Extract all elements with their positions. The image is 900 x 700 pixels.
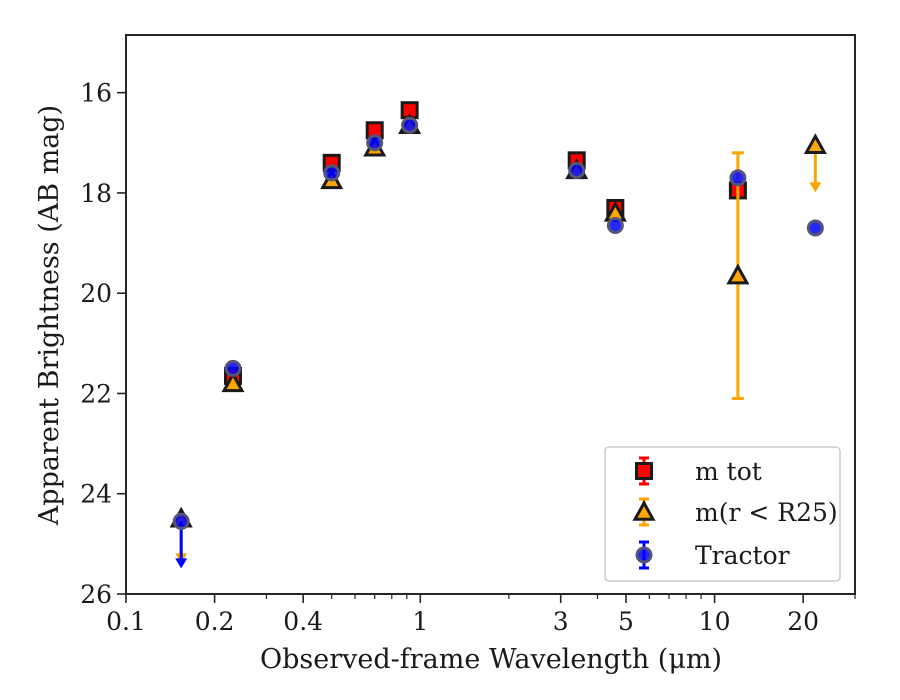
y-tick-label: 18 [80, 179, 112, 208]
series-tractor [172, 116, 824, 569]
data-point-tractor [606, 217, 624, 235]
x-tick-label: 1 [412, 607, 428, 636]
data-point-tractor [366, 134, 384, 152]
y-axis: 16 18 20 22 24 26 [80, 79, 126, 609]
y-tick-label: 24 [80, 480, 112, 509]
legend-marker [632, 499, 656, 521]
y-tick-label: 26 [80, 580, 112, 609]
legend: m tot m(r < R25) Tractor [604, 446, 841, 582]
legend-marker [635, 462, 653, 480]
data-point-tractor [401, 116, 419, 134]
data-point-m-r-r25- [726, 263, 750, 285]
plot-area [125, 34, 856, 595]
limit-arrow-head [175, 558, 188, 569]
x-tick-label: 0.4 [283, 607, 323, 636]
legend-label: Tractor [695, 541, 790, 570]
y-tick-label: 16 [80, 79, 112, 108]
data-layer [169, 101, 827, 569]
x-axis: 0.1 0.2 0.4 1 3 5 10 20 [106, 594, 856, 636]
legend-entry: Tractor [635, 540, 790, 570]
y-tick-label: 22 [80, 379, 112, 408]
data-point-tractor [224, 359, 242, 377]
data-point-m-r-r25- [221, 371, 245, 393]
y-axis-label: Apparent Brightness (AB mag) [34, 105, 65, 526]
x-tick-label: 5 [618, 607, 634, 636]
x-tick-label: 3 [553, 607, 569, 636]
x-tick-label: 20 [787, 607, 819, 636]
data-point-tractor [568, 161, 586, 179]
legend-label: m(r < R25) [695, 498, 838, 527]
data-point-m-r-r25- [803, 133, 827, 154]
series-m-tot [224, 101, 747, 385]
plot-frame [125, 34, 856, 595]
x-axis-label: Observed-frame Wavelength (μm) [260, 644, 722, 675]
limit-arrow-head [809, 182, 822, 193]
data-point-tractor [172, 512, 190, 530]
legend-entry: m(r < R25) [632, 497, 838, 527]
legend-box [604, 446, 841, 582]
legend-marker [635, 546, 653, 564]
x-tick-label: 0.2 [195, 607, 235, 636]
y-tick-label: 20 [80, 279, 112, 308]
data-point-tractor [806, 219, 824, 237]
data-point-tractor [323, 164, 341, 182]
legend-entry: m tot [635, 456, 762, 486]
x-tick-label: 0.1 [106, 607, 146, 636]
x-tick-label: 10 [699, 607, 731, 636]
data-point-tractor [729, 169, 747, 187]
legend-label: m tot [695, 457, 762, 486]
